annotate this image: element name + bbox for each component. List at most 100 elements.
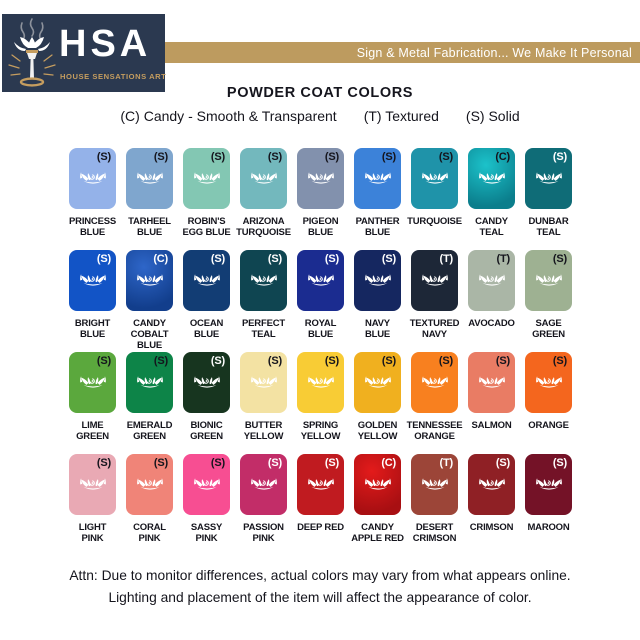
page-title: POWDER COAT COLORS bbox=[226, 85, 414, 101]
lotus-icon bbox=[79, 172, 106, 184]
color-chip-sage-green: (S) bbox=[525, 250, 572, 311]
color-chip-desert-crimson: (T) bbox=[411, 454, 458, 515]
swatch-light-pink: (S) LIGHT PINK bbox=[64, 454, 121, 556]
finish-code: (S) bbox=[267, 355, 282, 367]
swatch-name: BUTTER YELLOW bbox=[243, 420, 284, 442]
swatch-sage-green: (S) SAGE GREEN bbox=[520, 250, 577, 352]
color-chip-golden-yellow: (S) bbox=[354, 352, 401, 413]
swatch-candy-apple-red: (C) CANDY APPLE RED bbox=[349, 454, 406, 556]
lotus-icon bbox=[250, 478, 277, 490]
swatch-candy-cobalt-blue: (C) CANDY COBALT BLUE bbox=[121, 250, 178, 352]
finish-code: (S) bbox=[381, 151, 396, 163]
lotus-icon bbox=[79, 376, 106, 388]
swatch-name: ROYAL BLUE bbox=[304, 318, 337, 340]
lotus-icon bbox=[250, 376, 277, 388]
finish-code: (S) bbox=[153, 457, 168, 469]
lotus-icon bbox=[307, 376, 334, 388]
color-chip-butter-yellow: (S) bbox=[240, 352, 287, 413]
color-chip-candy-teal: (C) bbox=[468, 148, 515, 209]
logo-company-name: HOUSE SENSATIONS ART bbox=[60, 72, 167, 81]
torch-lotus-icon bbox=[8, 18, 56, 87]
finish-code: (S) bbox=[495, 457, 510, 469]
lotus-icon bbox=[421, 172, 448, 184]
lotus-icon bbox=[364, 172, 391, 184]
finish-code: (S) bbox=[324, 253, 339, 265]
swatch-name: PASSION PINK bbox=[243, 522, 284, 544]
color-chip-turquoise: (S) bbox=[411, 148, 458, 209]
legend-item-c: (C) Candy - Smooth & Transparent bbox=[120, 108, 337, 124]
color-chip-crimson: (S) bbox=[468, 454, 515, 515]
finish-code: (S) bbox=[210, 457, 225, 469]
swatch-name: ORANGE bbox=[528, 420, 569, 431]
swatch-name: PRINCESS BLUE bbox=[69, 216, 116, 238]
swatch-emerald-green: (S) EMERALD GREEN bbox=[121, 352, 178, 454]
color-chip-maroon: (S) bbox=[525, 454, 572, 515]
swatch-arizona-turquoise: (S) ARIZONA TURQUOISE bbox=[235, 148, 292, 250]
swatch-name: PIGEON BLUE bbox=[302, 216, 339, 238]
finish-code: (S) bbox=[210, 253, 225, 265]
disclaimer-line-1: Attn: Due to monitor differences, actual… bbox=[69, 568, 571, 583]
swatch-crimson: (S) CRIMSON bbox=[463, 454, 520, 556]
color-chip-textured-navy: (T) bbox=[411, 250, 458, 311]
swatch-name: MAROON bbox=[527, 522, 570, 533]
lotus-icon bbox=[136, 376, 163, 388]
swatch-butter-yellow: (S) BUTTER YELLOW bbox=[235, 352, 292, 454]
color-chip-princess-blue: (S) bbox=[69, 148, 116, 209]
swatch-avocado: (T) AVOCADO bbox=[463, 250, 520, 352]
color-chip-candy-cobalt-blue: (C) bbox=[126, 250, 173, 311]
color-chip-orange: (S) bbox=[525, 352, 572, 413]
color-chip-perfect-teal: (S) bbox=[240, 250, 287, 311]
color-chip-arizona-turquoise: (S) bbox=[240, 148, 287, 209]
lotus-icon bbox=[478, 172, 505, 184]
lotus-icon bbox=[250, 274, 277, 286]
color-chip-candy-apple-red: (C) bbox=[354, 454, 401, 515]
disclaimer: Attn: Due to monitor differences, actual… bbox=[0, 565, 640, 609]
swatch-name: SAGE GREEN bbox=[532, 318, 565, 340]
swatch-name: SPRING YELLOW bbox=[300, 420, 341, 442]
color-chip-royal-blue: (S) bbox=[297, 250, 344, 311]
swatch-spring-yellow: (S) SPRING YELLOW bbox=[292, 352, 349, 454]
finish-code: (S) bbox=[438, 355, 453, 367]
swatch-princess-blue: (S) PRINCESS BLUE bbox=[64, 148, 121, 250]
lotus-icon bbox=[478, 274, 505, 286]
swatch-name: BRIGHT BLUE bbox=[74, 318, 111, 340]
color-chip-salmon: (S) bbox=[468, 352, 515, 413]
lotus-icon bbox=[250, 172, 277, 184]
swatch-name: PERFECT TEAL bbox=[242, 318, 285, 340]
color-chip-coral-pink: (S) bbox=[126, 454, 173, 515]
swatch-passion-pink: (S) PASSION PINK bbox=[235, 454, 292, 556]
lotus-icon bbox=[193, 274, 220, 286]
color-chip-lime-green: (S) bbox=[69, 352, 116, 413]
finish-code: (S) bbox=[96, 355, 111, 367]
lotus-icon bbox=[535, 172, 562, 184]
swatch-name: SASSY PINK bbox=[190, 522, 223, 544]
finish-code: (S) bbox=[495, 355, 510, 367]
swatch-salmon: (S) SALMON bbox=[463, 352, 520, 454]
finish-code: (S) bbox=[552, 457, 567, 469]
swatch-name: NAVY BLUE bbox=[364, 318, 391, 340]
finish-code: (S) bbox=[210, 151, 225, 163]
lotus-icon bbox=[307, 478, 334, 490]
swatch-bright-blue: (S) BRIGHT BLUE bbox=[64, 250, 121, 352]
swatch-name: OCEAN BLUE bbox=[189, 318, 224, 340]
swatch-royal-blue: (S) ROYAL BLUE bbox=[292, 250, 349, 352]
lotus-icon bbox=[307, 274, 334, 286]
finish-code: (S) bbox=[153, 355, 168, 367]
swatch-name: AVOCADO bbox=[468, 318, 515, 329]
lotus-icon bbox=[136, 478, 163, 490]
swatch-name: GOLDEN YELLOW bbox=[357, 420, 398, 442]
lotus-icon bbox=[421, 478, 448, 490]
lotus-icon bbox=[421, 274, 448, 286]
lotus-icon bbox=[535, 376, 562, 388]
color-chip-navy-blue: (S) bbox=[354, 250, 401, 311]
lotus-icon bbox=[364, 274, 391, 286]
swatch-grid: (S) PRINCESS BLUE (S) TARHEEL BLUE (S) bbox=[64, 148, 577, 556]
swatch-textured-navy: (T) TEXTURED NAVY bbox=[406, 250, 463, 352]
swatch-name: TURQUOISE bbox=[407, 216, 462, 227]
lotus-icon bbox=[307, 172, 334, 184]
lotus-icon bbox=[79, 478, 106, 490]
lotus-icon bbox=[193, 478, 220, 490]
color-chip-robin-s-egg-blue: (S) bbox=[183, 148, 230, 209]
swatch-bionic-green: (S) BIONIC GREEN bbox=[178, 352, 235, 454]
swatch-pigeon-blue: (S) PIGEON BLUE bbox=[292, 148, 349, 250]
